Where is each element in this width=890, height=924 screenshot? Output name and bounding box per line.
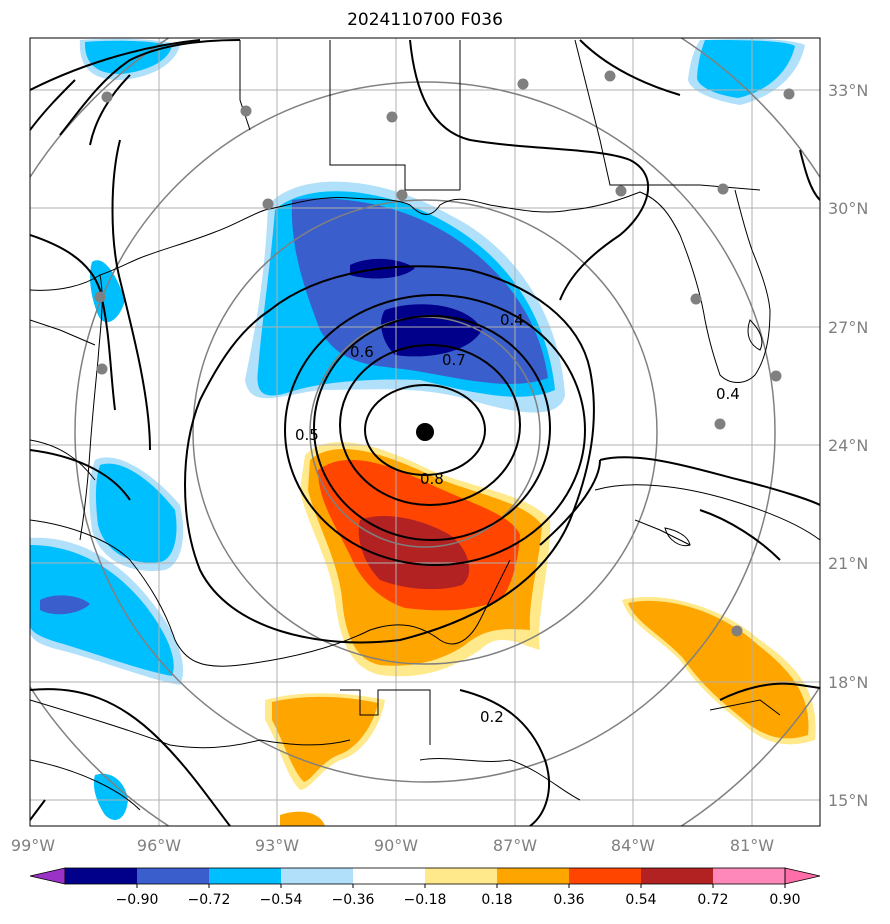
contour-label-1: 0.6 [350,343,374,361]
lon-label-84w: 84°W [611,836,655,855]
station-dot [770,370,782,382]
contour-label-4: 0.8 [420,470,444,488]
colorbar-segment [65,868,137,884]
lon-label-93w: 93°W [255,836,299,855]
colorbar-segment [425,868,497,884]
longitude-labels: 99°W 96°W 93°W 90°W 87°W 84°W 81°W [11,836,774,855]
orange-southeast-inner [628,600,809,739]
station-dot [717,183,729,195]
map-title: 2024110700 F036 [347,10,503,30]
lat-label-30n: 30°N [828,199,868,218]
cyan-southwest-inner [30,545,174,676]
station-dot [240,105,252,117]
colorbar-tick-label: −0.54 [260,892,303,908]
station-dot [783,88,795,100]
colorbar: −0.90 −0.72 −0.54 −0.36 −0.18 0.18 0.36 0.54 0.7… [29,867,821,908]
latitude-labels: 33°N 30°N 27°N 24°N 21°N 18°N 15°N [828,81,868,810]
colorbar-tick-label: −0.72 [188,892,231,908]
station-dot [731,625,743,637]
station-dot [101,91,113,103]
lat-label-21n: 21°N [828,554,868,573]
lon-label-87w: 87°W [493,836,537,855]
orange-south-blob-inner [272,696,378,782]
dark-red-region [358,515,470,590]
map-frame [29,37,821,827]
colorbar-segment [641,868,713,884]
blue-region [291,198,548,384]
contour-label-6: 0.2 [480,708,504,726]
colorbar-segment [569,868,641,884]
colorbar-segment [353,868,425,884]
colorbar-tick-label: 0.18 [481,892,512,908]
station-dot [386,111,398,123]
lon-label-81w: 81°W [730,836,774,855]
station-dot [94,291,106,303]
shaded-fields [30,38,816,826]
lat-label-15n: 15°N [828,791,868,810]
station-dot [714,418,726,430]
colorbar-segment [713,868,785,884]
cyan-south-small [93,773,128,820]
lon-label-96w: 96°W [137,836,181,855]
storm-center-marker [416,423,434,441]
contour-label-2: 0.7 [442,351,466,369]
station-dot [604,70,616,82]
station-dot [262,198,274,210]
blue-southwest [40,595,90,615]
lon-label-90w: 90°W [374,836,418,855]
station-dot [396,189,408,201]
colorbar-tick-label: 0.36 [553,892,584,908]
correlation-contours [30,39,820,826]
map-area: 0.4 0.6 0.7 0.5 0.8 0.4 0.2 [30,38,820,826]
station-dot [615,185,627,197]
colorbar-tick-label: −0.90 [116,892,159,908]
station-dot [96,363,108,375]
colorbar-segment [497,868,569,884]
colorbar-segment [137,868,209,884]
contour-label-3: 0.5 [295,426,319,444]
lon-label-99w: 99°W [11,836,55,855]
colorbar-extend-high [784,867,821,885]
colorbar-segment [281,868,353,884]
colorbar-tick-label: 0.90 [769,892,800,908]
colorbar-tick-label: 0.54 [625,892,656,908]
cyan-west-blob-inner [95,463,177,563]
cyan-northeast-inner [697,40,795,98]
colorbar-segment [209,868,281,884]
graticule [30,38,820,826]
navy-region-core [381,304,482,357]
colorbar-tick-label: 0.72 [697,892,728,908]
station-dot [690,293,702,305]
colorbar-extend-low [29,867,66,885]
lat-label-18n: 18°N [828,673,868,692]
colorbar-tick-label: −0.18 [404,892,447,908]
cyan-northwest-inner [84,40,172,74]
contour-labels: 0.4 0.6 0.7 0.5 0.8 0.4 0.2 [295,311,740,726]
station-dot [517,78,529,90]
colorbar-tick-label: −0.36 [332,892,375,908]
lat-label-27n: 27°N [828,318,868,337]
contour-label-5: 0.4 [716,385,740,403]
lat-label-24n: 24°N [828,436,868,455]
lat-label-33n: 33°N [828,81,868,100]
contour-label-0: 0.4 [500,311,524,329]
coastlines [30,39,820,811]
orange-bottom [280,811,325,826]
station-markers [94,70,795,637]
